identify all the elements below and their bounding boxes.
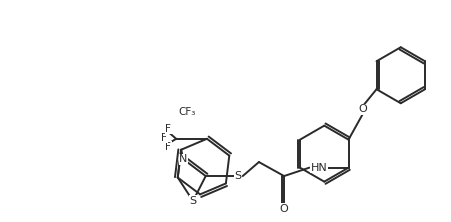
Text: O: O (357, 105, 366, 115)
Text: N: N (179, 154, 187, 164)
Text: S: S (189, 196, 196, 206)
Text: F: F (161, 133, 167, 143)
Text: F: F (165, 124, 170, 134)
Text: CF₃: CF₃ (178, 107, 195, 117)
Text: HN: HN (310, 163, 327, 173)
Text: O: O (279, 204, 288, 214)
Text: F: F (165, 142, 170, 152)
Text: S: S (234, 171, 241, 181)
